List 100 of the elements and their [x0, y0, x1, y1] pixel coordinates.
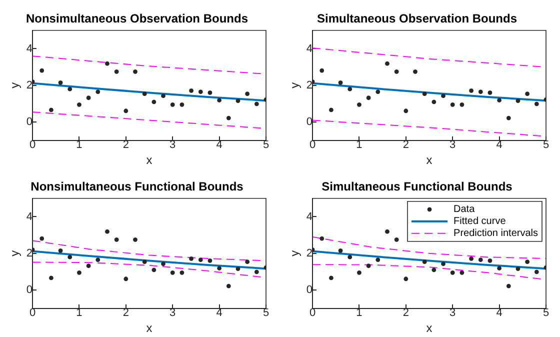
- point: [478, 258, 483, 262]
- point: [114, 69, 119, 74]
- point: [394, 69, 399, 74]
- point: [86, 96, 91, 100]
- point: [450, 102, 455, 107]
- point: [105, 229, 110, 234]
- point: [469, 256, 474, 261]
- y-tick-label: 4: [26, 42, 33, 55]
- point: [48, 108, 54, 112]
- point: [198, 90, 203, 94]
- point: [506, 116, 511, 120]
- point: [469, 88, 474, 93]
- point: [208, 258, 212, 263]
- point: [441, 94, 446, 98]
- point: [516, 266, 520, 271]
- point: [77, 102, 82, 107]
- y-tick-label: 2: [306, 247, 313, 260]
- point: [180, 270, 184, 275]
- point: [385, 61, 390, 66]
- point: [245, 260, 250, 264]
- point: [105, 61, 110, 66]
- point: [404, 276, 408, 282]
- x-axis-title: x: [426, 153, 432, 168]
- legend-label: Prediction intervals: [454, 228, 538, 240]
- point: [534, 270, 539, 274]
- point: [40, 236, 44, 241]
- y-tick-label: 0: [26, 284, 33, 296]
- y-axis-title: y: [288, 82, 302, 88]
- point: [114, 237, 119, 242]
- point: [152, 268, 156, 272]
- point: [366, 264, 371, 268]
- point: [208, 90, 212, 95]
- point: [161, 262, 166, 266]
- point: [254, 102, 259, 106]
- point: [40, 68, 44, 73]
- point: [328, 108, 334, 112]
- point: [450, 270, 455, 275]
- point: [376, 258, 380, 262]
- y-axis-title: y: [8, 250, 22, 256]
- point: [245, 92, 250, 96]
- point: [385, 229, 390, 234]
- point: [142, 92, 147, 96]
- point: [152, 100, 156, 104]
- point: [189, 256, 194, 261]
- point: [142, 260, 147, 264]
- point: [189, 88, 194, 93]
- legend-label: Fitted curve: [454, 216, 506, 228]
- y-tick-label: 2: [26, 79, 33, 92]
- x-axis-title: x: [426, 321, 432, 336]
- y-tick-label: 4: [26, 210, 33, 223]
- y-axis-title: y: [288, 250, 302, 256]
- point: [478, 90, 483, 94]
- point: [338, 248, 343, 253]
- point: [497, 98, 502, 102]
- point: [338, 80, 343, 85]
- point: [124, 108, 128, 114]
- point: [525, 260, 530, 264]
- point: [217, 98, 222, 102]
- y-tick-label: 0: [306, 284, 313, 296]
- point: [236, 98, 240, 103]
- point: [460, 270, 464, 275]
- point: [348, 86, 352, 92]
- point: [58, 80, 63, 85]
- point: [48, 276, 54, 280]
- point: [217, 266, 222, 270]
- chart-title: Nonsimultaneous Functional Bounds: [30, 180, 244, 194]
- y-tick-label: 2: [306, 79, 313, 92]
- x-axis-title: x: [146, 153, 152, 168]
- point: [180, 102, 184, 107]
- chart-title: Nonsimultaneous Observation Bounds: [26, 12, 248, 26]
- point: [320, 236, 324, 241]
- point: [58, 248, 63, 253]
- y-tick-label: 0: [306, 116, 313, 128]
- point: [254, 270, 259, 274]
- x-axis-title: x: [146, 321, 152, 336]
- point: [170, 102, 175, 107]
- point: [77, 270, 82, 275]
- point: [68, 86, 72, 92]
- point: [170, 270, 175, 275]
- point: [236, 266, 240, 271]
- point: [525, 92, 530, 96]
- point: [366, 96, 371, 100]
- point: [432, 100, 436, 104]
- point: [432, 268, 436, 272]
- point: [394, 237, 399, 242]
- point: [86, 264, 91, 268]
- point: [320, 68, 324, 73]
- point: [516, 98, 520, 103]
- point: [226, 284, 231, 288]
- point: [161, 94, 166, 98]
- point: [488, 90, 492, 95]
- chart-title: Simultaneous Functional Bounds: [322, 180, 513, 194]
- line-series: [312, 236, 546, 260]
- y-tick-label: 4: [306, 42, 313, 55]
- point: [133, 69, 138, 74]
- point: [328, 276, 334, 280]
- point: [376, 90, 380, 94]
- point: [534, 102, 539, 106]
- point: [96, 258, 100, 262]
- point: [226, 116, 231, 120]
